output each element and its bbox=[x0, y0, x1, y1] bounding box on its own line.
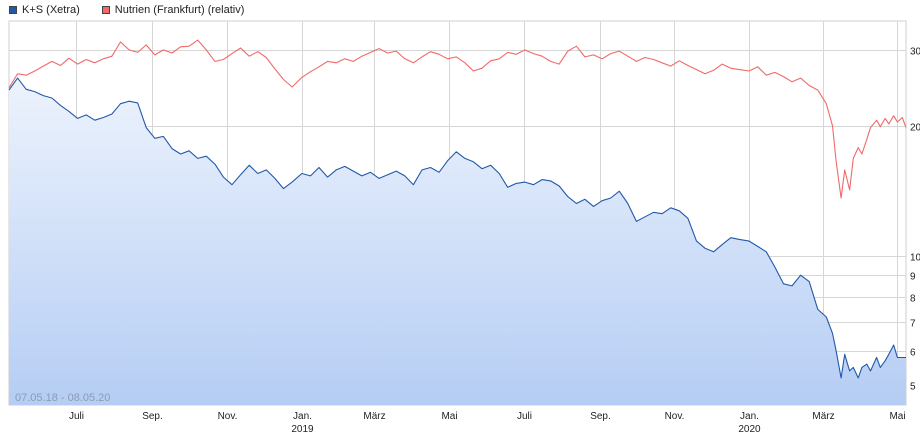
x-tick-label: Juli bbox=[517, 411, 532, 422]
y-tick-label: 30 bbox=[910, 47, 920, 58]
x-year-label: 2019 bbox=[291, 424, 314, 435]
x-tick-label: Nov. bbox=[665, 411, 685, 422]
x-tick-label: Mai bbox=[441, 411, 457, 422]
x-tick-label: Jan. bbox=[293, 411, 312, 422]
y-tick-label: 5 bbox=[910, 382, 916, 393]
x-tick-label: März bbox=[812, 411, 834, 422]
y-tick-label: 8 bbox=[910, 294, 916, 305]
y-tick-label: 7 bbox=[910, 319, 916, 330]
x-year-label: 2020 bbox=[738, 424, 761, 435]
series-layer bbox=[8, 39, 907, 379]
legend: K+S (Xetra) Nutrien (Frankfurt) (relativ… bbox=[9, 2, 266, 18]
legend-swatch-nutrien bbox=[101, 6, 110, 14]
x-tick-label: Sep. bbox=[142, 411, 163, 422]
area-layer bbox=[9, 78, 906, 405]
x-tick-label: März bbox=[363, 411, 385, 422]
x-tick-label: Nov. bbox=[218, 411, 238, 422]
series-line-0 bbox=[8, 77, 906, 379]
y-tick-label: 9 bbox=[910, 272, 916, 283]
y-tick-label: 6 bbox=[910, 348, 916, 359]
date-range-label: 07.05.18 - 08.05.20 bbox=[15, 392, 110, 404]
axis-layer: 5 6 7 8 9 10 20 30 Juli Sep. Nov. Jan. 2019 März Mai Ju… bbox=[69, 47, 920, 436]
y-tick-label: 10 bbox=[910, 253, 920, 264]
legend-item-ks[interactable]: K+S (Xetra) bbox=[9, 4, 80, 16]
legend-label-nutrien: Nutrien (Frankfurt) (relativ) bbox=[114, 4, 245, 16]
legend-item-nutrien[interactable]: Nutrien (Frankfurt) (relativ) bbox=[101, 4, 245, 16]
x-tick-label: Juli bbox=[69, 411, 84, 422]
x-tick-label: Sep. bbox=[590, 411, 611, 422]
x-tick-label: Mai bbox=[889, 411, 905, 422]
legend-label-ks: K+S (Xetra) bbox=[22, 4, 80, 16]
y-tick-label: 20 bbox=[910, 123, 920, 134]
x-tick-label: Jan. bbox=[740, 411, 759, 422]
legend-swatch-ks bbox=[9, 6, 17, 14]
series-line-1 bbox=[8, 39, 907, 199]
series-area-0 bbox=[9, 78, 906, 405]
